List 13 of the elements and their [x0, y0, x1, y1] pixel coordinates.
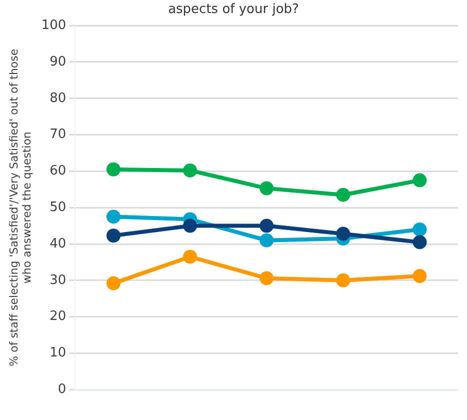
y-tick-label: 20: [50, 309, 66, 324]
y-tick-label: 30: [50, 272, 66, 288]
y-axis-title: % of staff selecting 'Satisfied'/'Very Satisfied' out of those who answered the question: [7, 48, 34, 366]
y-tick-label: 90: [50, 54, 66, 70]
y-tick-label: 40: [50, 236, 66, 252]
y-tick-label: 80: [50, 90, 66, 106]
y-tick-label: 60: [50, 164, 66, 179]
y-tick-label: 10: [50, 346, 66, 361]
y-tick-label: 70: [50, 127, 66, 142]
y-tick-label: 100: [41, 18, 66, 33]
y-tick-label: 0: [58, 382, 66, 397]
chart-title: aspects of your job?: [168, 2, 299, 18]
y-tick-label: 50: [50, 200, 66, 215]
